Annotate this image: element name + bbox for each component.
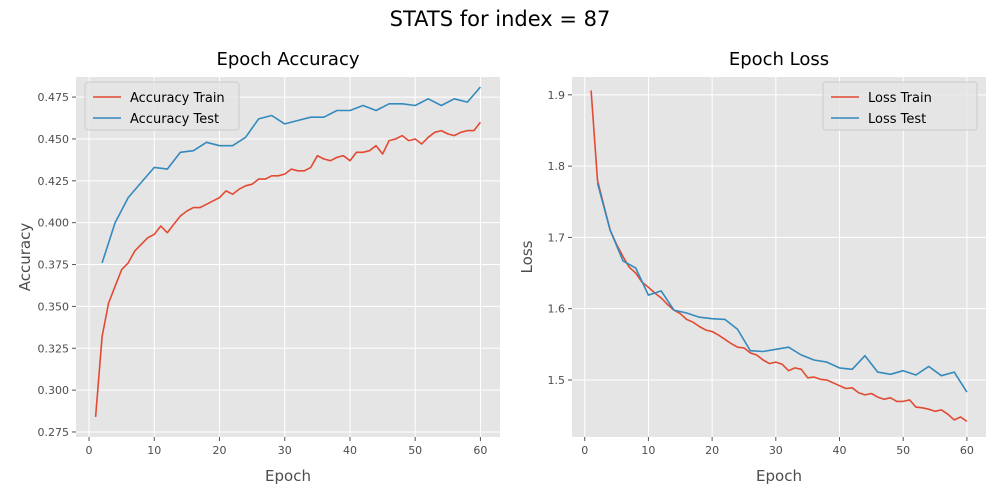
- legend-box: [822, 81, 978, 131]
- legend: Loss Train Loss Test: [822, 81, 978, 131]
- y-tick-label: 0.325: [38, 342, 70, 355]
- x-tick-label: 60: [960, 444, 974, 457]
- x-tick-label: 60: [473, 444, 487, 457]
- x-tick-label: 50: [896, 444, 910, 457]
- y-axis-label: Accuracy: [16, 223, 34, 292]
- series-line-train: [590, 90, 968, 422]
- chart-title: Epoch Loss: [729, 49, 829, 70]
- y-tick-label: 0.375: [38, 259, 70, 272]
- y-tick-label: 0.450: [38, 133, 70, 146]
- series-line-train: [94, 121, 482, 417]
- chart-1: 0 10 20 30 40 50 60 1.5 1.6 1.7 1.8 1.9 Epoch Loss Ep…: [518, 49, 986, 485]
- y-tick-label: 1.8: [548, 160, 566, 173]
- x-axis-label: Epoch: [265, 467, 311, 485]
- series-line-test: [596, 182, 968, 393]
- x-tick-label: 40: [833, 444, 847, 457]
- series-line-test: [101, 86, 482, 264]
- x-tick-label: 10: [147, 444, 161, 457]
- x-tick-label: 50: [408, 444, 422, 457]
- legend-label: Loss Test: [868, 112, 926, 127]
- plot-area: [572, 77, 986, 437]
- x-tick-label: 40: [343, 444, 357, 457]
- y-tick-label: 1.6: [548, 303, 566, 316]
- y-tick-label: 0.400: [38, 217, 70, 230]
- y-tick-label: 0.300: [38, 384, 70, 397]
- figure-title: STATS for index = 87: [390, 7, 611, 31]
- x-tick-label: 30: [769, 444, 783, 457]
- x-tick-label: 20: [705, 444, 719, 457]
- x-tick-label: 30: [278, 444, 292, 457]
- x-tick-label: 20: [213, 444, 227, 457]
- y-tick-label: 0.350: [38, 300, 70, 313]
- y-axis-label: Loss: [518, 240, 536, 273]
- plot-area: [76, 77, 500, 437]
- y-tick-label: 1.9: [548, 89, 566, 102]
- y-tick-label: 0.475: [38, 91, 70, 104]
- legend-label: Accuracy Test: [130, 112, 219, 127]
- x-tick-label: 0: [86, 444, 93, 457]
- x-axis-label: Epoch: [756, 467, 802, 485]
- chart-title: Epoch Accuracy: [216, 49, 359, 70]
- x-tick-label: 0: [581, 444, 588, 457]
- y-tick-label: 0.425: [38, 175, 70, 188]
- legend-label: Loss Train: [868, 91, 932, 106]
- legend: Accuracy Train Accuracy Test: [84, 81, 240, 131]
- legend-label: Accuracy Train: [130, 91, 225, 106]
- x-tick-label: 10: [641, 444, 655, 457]
- y-tick-label: 1.7: [548, 231, 566, 244]
- chart-0: 0 10 20 30 40 50 60 0.275 0.300 0.325 0.350 0.375 0.…: [16, 49, 500, 485]
- legend-box: [84, 81, 240, 131]
- y-tick-label: 0.275: [38, 426, 70, 439]
- y-tick-label: 1.5: [548, 374, 566, 387]
